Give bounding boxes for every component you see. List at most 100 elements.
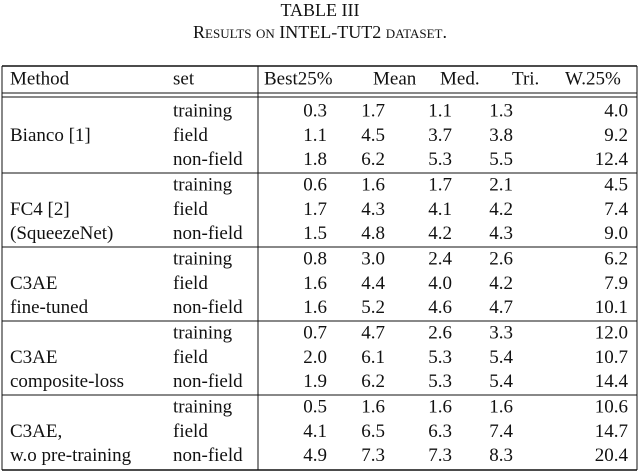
set-label: field: [173, 273, 208, 294]
cell-value: 9.0: [604, 223, 628, 244]
cell-value: 1.8: [303, 149, 327, 170]
method-label: C3AE: [10, 273, 58, 294]
method-label: (SqueezeNet): [10, 223, 113, 244]
table-caption: Results on INTEL-TUT2 dataset.: [193, 22, 447, 42]
method-label: Bianco [1]: [10, 125, 91, 146]
set-label: non-field: [173, 223, 243, 244]
set-label: non-field: [173, 297, 243, 318]
cell-value: 4.7: [489, 297, 513, 318]
cell-value: 2.6: [489, 248, 513, 269]
cell-value: 6.2: [361, 149, 385, 170]
cell-value: 6.1: [361, 347, 385, 368]
cell-value: 1.7: [428, 174, 452, 195]
cell-value: 4.0: [428, 273, 452, 294]
set-label: training: [173, 174, 233, 195]
cell-value: 1.9: [303, 371, 327, 392]
set-label: field: [173, 421, 208, 442]
cell-value: 4.5: [604, 174, 628, 195]
cell-value: 4.5: [361, 125, 385, 146]
set-label: field: [173, 347, 208, 368]
column-header: Mean: [373, 68, 417, 89]
column-header: Best25%: [264, 68, 333, 89]
cell-value: 5.4: [489, 371, 513, 392]
cell-value: 12.4: [595, 149, 629, 170]
cell-value: 1.3: [489, 100, 513, 121]
cell-value: 7.3: [361, 445, 385, 466]
cell-value: 4.3: [361, 199, 385, 220]
cell-value: 4.9: [303, 445, 327, 466]
cell-value: 3.0: [361, 248, 385, 269]
cell-value: 1.6: [361, 174, 385, 195]
set-label: training: [173, 322, 233, 343]
cell-value: 4.1: [303, 421, 327, 442]
cell-value: 2.4: [428, 248, 452, 269]
cell-value: 3.3: [489, 322, 513, 343]
cell-value: 4.6: [428, 297, 452, 318]
cell-value: 10.1: [595, 297, 628, 318]
cell-value: 1.7: [361, 100, 385, 121]
set-label: training: [173, 248, 233, 269]
method-label: fine-tuned: [10, 297, 89, 318]
method-label: FC4 [2]: [10, 199, 70, 220]
column-header: Tri.: [512, 68, 539, 89]
method-label: C3AE: [10, 347, 58, 368]
cell-value: 4.1: [428, 199, 452, 220]
cell-value: 0.8: [303, 248, 327, 269]
cell-value: 6.2: [604, 248, 628, 269]
cell-value: 4.8: [361, 223, 385, 244]
cell-value: 9.2: [604, 125, 628, 146]
cell-value: 5.2: [361, 297, 385, 318]
cell-value: 1.6: [428, 396, 452, 417]
cell-value: 0.7: [303, 322, 327, 343]
cell-value: 10.6: [595, 396, 628, 417]
cell-value: 4.2: [428, 223, 452, 244]
cell-value: 1.6: [361, 396, 385, 417]
cell-value: 6.3: [428, 421, 452, 442]
cell-value: 0.3: [303, 100, 327, 121]
cell-value: 4.4: [361, 273, 385, 294]
cell-value: 1.7: [303, 199, 327, 220]
column-header: Method: [10, 68, 70, 89]
cell-value: 1.5: [303, 223, 327, 244]
cell-value: 14.7: [595, 421, 628, 442]
cell-value: 5.4: [489, 347, 513, 368]
cell-value: 8.3: [489, 445, 513, 466]
method-label: C3AE,: [10, 421, 62, 442]
cell-value: 1.1: [428, 100, 452, 121]
cell-value: 6.2: [361, 371, 385, 392]
cell-value: 5.5: [489, 149, 513, 170]
set-label: non-field: [173, 445, 243, 466]
cell-value: 10.7: [595, 347, 628, 368]
cell-value: 1.6: [489, 396, 513, 417]
cell-value: 7.4: [604, 199, 628, 220]
set-label: field: [173, 125, 208, 146]
set-label: non-field: [173, 371, 243, 392]
set-label: field: [173, 199, 208, 220]
cell-value: 1.6: [303, 273, 327, 294]
cell-value: 7.3: [428, 445, 452, 466]
cell-value: 7.9: [604, 273, 628, 294]
cell-value: 20.4: [595, 445, 629, 466]
cell-value: 1.6: [303, 297, 327, 318]
cell-value: 12.0: [595, 322, 628, 343]
table-title: TABLE III: [280, 0, 359, 20]
cell-value: 5.3: [428, 347, 452, 368]
cell-value: 5.3: [428, 371, 452, 392]
method-label: w.o pre-training: [10, 445, 132, 466]
cell-value: 2.0: [303, 347, 327, 368]
column-header: W.25%: [565, 68, 621, 89]
cell-value: 4.0: [604, 100, 628, 121]
cell-value: 2.1: [489, 174, 513, 195]
cell-value: 2.6: [428, 322, 452, 343]
cell-value: 4.3: [489, 223, 513, 244]
cell-value: 3.8: [489, 125, 513, 146]
cell-value: 7.4: [489, 421, 513, 442]
cell-value: 0.6: [303, 174, 327, 195]
cell-value: 3.7: [428, 125, 452, 146]
cell-value: 4.2: [489, 273, 513, 294]
set-label: non-field: [173, 149, 243, 170]
set-label: training: [173, 396, 233, 417]
cell-value: 5.3: [428, 149, 452, 170]
method-label: composite-loss: [10, 371, 124, 392]
